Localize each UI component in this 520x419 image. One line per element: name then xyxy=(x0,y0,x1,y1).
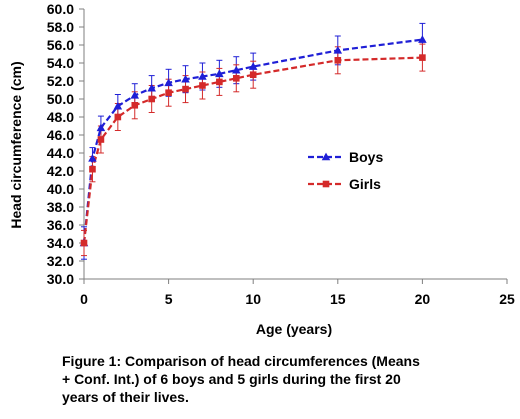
y-tick-label: 36.0 xyxy=(47,217,74,233)
boys-data-point xyxy=(232,65,241,74)
boys-data-point xyxy=(333,45,343,54)
y-tick-label: 38.0 xyxy=(47,199,74,215)
x-tick-label: 10 xyxy=(245,291,261,307)
legend: Boys Girls xyxy=(308,149,383,192)
boys-data-point xyxy=(147,83,156,92)
y-tick-label: 50.0 xyxy=(47,91,74,107)
caption-line-1: Figure 1: Comparison of head circumferen… xyxy=(62,353,420,369)
boys-legend-label: Boys xyxy=(349,149,383,165)
girls-data-point xyxy=(334,57,342,64)
y-tick-label: 40.0 xyxy=(47,181,74,197)
boys-legend-marker xyxy=(321,152,331,161)
girls-data-point xyxy=(232,75,240,82)
figure-caption: Figure 1: Comparison of head circumferen… xyxy=(62,352,502,406)
girls-data-point xyxy=(249,71,257,78)
boys-data-point xyxy=(248,62,258,70)
girls-data-point xyxy=(97,136,105,143)
boys-data-point xyxy=(113,101,123,110)
y-tick-label: 60.0 xyxy=(47,1,74,17)
girls-data-point xyxy=(182,85,189,93)
y-tick-label: 48.0 xyxy=(47,109,74,125)
girls-data-point xyxy=(165,89,172,96)
y-tick-label: 46.0 xyxy=(47,127,74,143)
y-axis-label: Head circumference (cm) xyxy=(8,61,24,228)
y-tick-label: 58.0 xyxy=(47,19,74,35)
x-tick-label: 5 xyxy=(165,291,173,307)
y-tick-label: 34.0 xyxy=(47,235,74,251)
y-tick-label: 56.0 xyxy=(47,37,74,53)
girls-legend-label: Girls xyxy=(349,176,381,192)
x-tick-label: 20 xyxy=(415,291,431,307)
x-tick-label: 15 xyxy=(330,291,346,307)
boys-data-point xyxy=(164,78,173,87)
x-tick-label: 0 xyxy=(80,291,88,307)
x-axis-label: Age (years) xyxy=(256,321,332,337)
girls-data-point xyxy=(80,239,88,247)
y-tick-label: 30.0 xyxy=(47,271,74,287)
y-tick-label: 42.0 xyxy=(47,163,74,179)
boys-data-point xyxy=(181,74,190,83)
girls-data-point xyxy=(419,54,426,61)
girls-data-point xyxy=(199,82,206,89)
girls-data-point xyxy=(114,113,122,121)
x-tick-label: 25 xyxy=(499,291,515,307)
girls-data-point xyxy=(89,165,96,173)
boys-data-point xyxy=(88,153,97,162)
head-circumference-chart: 30.0 32.0 34.0 36.0 38.0 40.0 42.0 44.0 46.0 48.0… xyxy=(8,1,515,337)
boys-data-point xyxy=(215,69,224,78)
axes xyxy=(79,8,508,284)
girls-data-point xyxy=(148,95,155,103)
series-markers xyxy=(79,35,427,247)
girls-legend-marker xyxy=(322,180,330,188)
girls-data-point xyxy=(131,102,139,109)
boys-series-line xyxy=(82,38,423,244)
y-tick-label: 44.0 xyxy=(47,145,74,161)
boys-data-point xyxy=(96,123,106,132)
boys-data-point xyxy=(418,35,427,43)
y-tick-label: 52.0 xyxy=(47,73,74,89)
tick-labels: 30.0 32.0 34.0 36.0 38.0 40.0 42.0 44.0 46.0 48.0… xyxy=(47,1,515,307)
girls-data-point xyxy=(216,78,223,86)
caption-line-2: + Conf. Int.) of 6 boys and 5 girls duri… xyxy=(62,371,401,387)
boys-data-point xyxy=(130,90,140,99)
y-tick-label: 54.0 xyxy=(47,55,74,71)
caption-line-3: years of their lives. xyxy=(62,389,189,405)
boys-data-point xyxy=(198,72,207,80)
y-tick-label: 32.0 xyxy=(47,253,74,269)
